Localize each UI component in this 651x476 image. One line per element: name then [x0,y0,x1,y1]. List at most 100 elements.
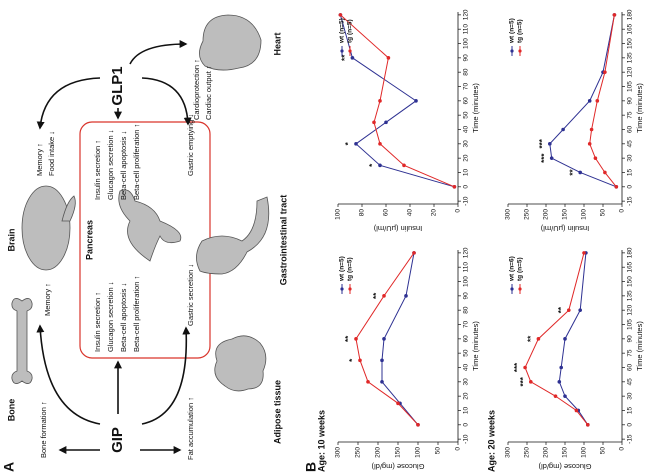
x-tick-label: 105 [627,81,634,92]
data-point [559,365,564,370]
data-point [378,142,382,146]
effect-text: Glucagon secretion ↓ [106,282,115,352]
y-tick-label: 20 [431,209,438,217]
data-point [396,401,400,406]
data-point [523,365,527,370]
organ-label: Pancreas [84,220,94,260]
series-line [524,252,589,426]
y-tick-label: 60 [383,209,390,217]
significance-label: *** [513,362,522,372]
data-point [578,170,583,175]
x-tick-label: 150 [627,276,634,287]
x-tick-label: 90 [627,335,634,343]
x-tick-label: 80 [463,306,470,314]
y-tick-label: 80 [359,209,366,217]
stomach-icon [196,196,270,275]
y-tick-label: 100 [581,209,588,220]
legend-marker [510,49,514,53]
data-point [380,358,384,363]
data-point [366,380,370,384]
data-point [372,120,376,125]
legend-label: wt (n=5) [509,18,516,44]
x-tick-label: 20 [463,154,470,162]
x-tick-label: 40 [463,125,470,133]
y-tick-label: 150 [395,447,402,458]
data-point [452,185,457,189]
glp1-arrow-gi [141,77,192,126]
effect-text: Food intake ↓ [47,131,56,176]
effect-text: Glucagon secretion ↓ [106,130,115,200]
y-tick-label: 0 [619,209,626,213]
y-tick-label: 0 [455,447,462,451]
data-point [384,120,388,125]
legend-label: tg (n=5) [347,19,354,43]
data-point [614,185,619,189]
x-tick-label: 70 [463,83,470,91]
significance-label: *** [540,153,549,163]
glp1-arrow-brain [36,77,101,130]
legend-marker [348,287,352,291]
organ-label: Adipose tissue [272,380,282,444]
data-point [412,251,416,255]
data-point [586,423,590,427]
gip-arrow-gi [141,326,191,425]
pancreas-icon [118,189,182,262]
data-point [402,163,406,168]
data-point [557,380,562,384]
organ-label: Heart [272,32,282,55]
data-point [587,142,592,146]
rotated-figure: A GIP GLP1 Bone Bone formation ↑ Brain Memory … [1,9,644,472]
brain-icon [21,185,71,271]
x-tick-label: 50 [463,349,470,357]
x-tick-label: 120 [627,304,634,315]
x-tick-label: 120 [463,9,470,20]
significance-label: *** [538,138,547,148]
data-point [378,163,382,168]
series-line [589,14,617,188]
x-tick-label: 20 [463,392,470,400]
panel-label: A [1,462,17,472]
x-tick-label: 75 [627,111,634,119]
x-tick-label: 60 [463,97,470,105]
gip-arrow-brain [36,324,101,425]
legend-marker [518,287,522,291]
y-tick-label: 150 [562,209,569,220]
y-tick-label: 100 [415,447,422,458]
x-tick-label: 45 [627,140,634,148]
data-point [354,142,358,146]
legend-marker [510,287,514,291]
effect-text: Beta-cell apoptosis ↓ [119,283,128,352]
x-tick-label: 180 [627,247,634,258]
significance-label: * [348,358,357,362]
data-point [382,294,386,298]
x-tick-label: 50 [463,111,470,119]
data-point [386,56,391,60]
x-tick-label: 0 [627,423,634,427]
significance-label: * [368,163,377,167]
x-tick-label: 45 [627,378,634,386]
legend-label: tg (n=5) [517,257,524,281]
x-tick-label: 10 [463,406,470,414]
y-axis-label: Insulin (µU/ml) [373,224,422,233]
effect-text: Memory ↑ [43,283,52,316]
x-tick-label: 10 [463,168,470,176]
x-tick-label: 110 [463,24,470,35]
y-tick-label: 250 [524,209,531,220]
x-tick-label: 30 [627,154,634,162]
x-tick-label: 30 [463,140,470,148]
x-tick-label: 80 [463,68,470,76]
y-tick-label: 200 [543,447,550,458]
adipose-icon [214,335,267,392]
data-point [536,337,541,341]
x-tick-label: 105 [627,319,634,330]
data-point [563,394,567,398]
data-point [354,337,358,341]
y-axis-label: Insulin (µU/ml) [540,224,589,233]
y-tick-label: 250 [355,447,362,458]
y-tick-label: 0 [619,447,626,451]
x-tick-label: 180 [627,9,634,20]
y-tick-label: 100 [335,209,342,220]
data-point [582,251,586,255]
x-tick-label: 135 [627,52,634,63]
data-point [338,13,343,17]
